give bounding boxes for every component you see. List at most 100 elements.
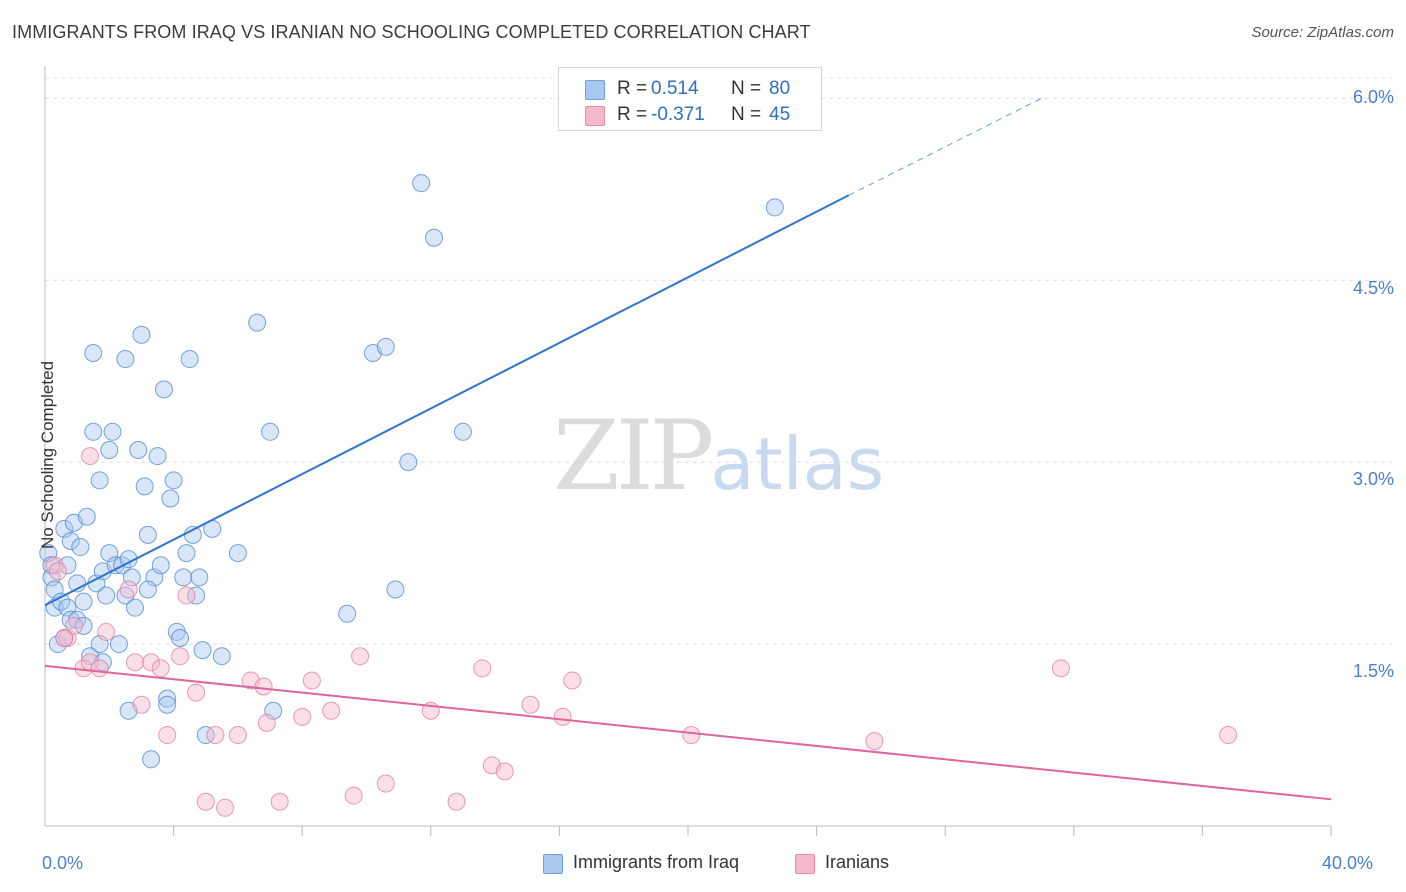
data-point-iraq: [161, 489, 180, 508]
data-point-iranians: [48, 562, 67, 581]
y-tick-label: 4.5%: [1352, 278, 1394, 298]
data-point-iranians: [563, 671, 582, 690]
data-point-iraq: [142, 750, 161, 769]
data-point-iraq: [248, 313, 267, 332]
data-point-iranians: [228, 726, 247, 745]
y-tick-label: 3.0%: [1352, 469, 1394, 489]
data-point-iranians: [55, 629, 74, 647]
data-point-iraq: [74, 592, 93, 611]
data-point-iranians: [171, 647, 190, 666]
data-point-iraq: [453, 422, 472, 441]
data-point-iraq: [399, 453, 418, 472]
data-point-iranians: [257, 713, 276, 732]
data-point-iranians: [553, 707, 572, 726]
data-point-iranians: [81, 447, 100, 466]
data-point-iranians: [1219, 726, 1238, 745]
legend-r-label: R =: [617, 104, 648, 125]
data-point-iraq: [180, 350, 199, 369]
data-point-iranians: [270, 792, 289, 811]
legend-n-value: 45: [769, 104, 791, 125]
data-point-iraq: [148, 447, 167, 466]
data-point-iranians: [177, 586, 196, 605]
data-point-iranians: [293, 707, 312, 726]
data-point-iraq: [58, 556, 77, 575]
data-point-iranians: [521, 695, 540, 714]
data-point-iranians: [302, 671, 321, 690]
data-point-iranians: [90, 659, 109, 678]
legend-label-iranians: Iranians: [825, 852, 890, 872]
data-point-iranians: [1051, 659, 1070, 678]
data-point-iranians: [254, 677, 273, 696]
data-point-iranians: [495, 762, 514, 781]
data-point-iraq: [71, 538, 90, 557]
data-point-iraq: [171, 629, 190, 647]
legend-swatch-iranians: [795, 854, 815, 874]
data-point-iranians: [126, 653, 145, 672]
y-tick-label: 6.0%: [1352, 87, 1394, 107]
legend-swatch-iranians: [585, 106, 605, 126]
data-point-iraq: [190, 568, 209, 587]
watermark: ZIPatlas: [553, 400, 884, 512]
data-point-iraq: [386, 580, 405, 599]
data-point-iraq: [261, 422, 280, 441]
y-tick-label: 1.5%: [1352, 661, 1394, 681]
data-point-iranians: [216, 798, 235, 817]
y-axis-label: No Schooling Completed: [38, 360, 57, 550]
trendline-iranians: [44, 664, 1332, 801]
chart-title: IMMIGRANTS FROM IRAQ VS IRANIAN NO SCHOO…: [12, 22, 811, 42]
legend-swatch-iraq: [585, 80, 605, 100]
legend-r-value: -0.371: [651, 104, 705, 125]
data-point-iraq: [61, 531, 80, 550]
data-point-iraq: [158, 695, 177, 714]
data-point-iraq: [129, 441, 148, 459]
data-point-iraq: [338, 604, 357, 623]
correlation-legend: R = 0.514 N = 80 R = -0.371 N = 45: [558, 67, 822, 131]
data-point-iraq: [151, 556, 170, 575]
data-point-iranians: [151, 659, 170, 678]
data-point-iraq: [126, 598, 145, 617]
data-point-iranians: [187, 683, 206, 702]
data-point-iraq: [412, 174, 431, 193]
data-point-iranians: [344, 786, 363, 805]
data-point-iraq: [765, 198, 784, 217]
watermark-atlas: atlas: [710, 422, 885, 506]
data-point-iranians: [865, 732, 884, 751]
data-point-iraq: [187, 586, 206, 605]
legend-r-label: R =: [617, 78, 648, 99]
data-point-iranians: [119, 580, 138, 599]
data-point-iraq: [97, 586, 116, 605]
data-point-iranians: [322, 701, 341, 720]
data-point-iraq: [196, 726, 215, 745]
data-point-iraq: [154, 380, 173, 399]
data-point-iraq: [100, 441, 119, 459]
data-point-iraq: [132, 325, 151, 344]
legend-n-label: N =: [731, 78, 762, 99]
data-point-iraq: [116, 350, 135, 369]
x-tick-label: 40.0%: [1322, 853, 1374, 873]
watermark-zip: ZIP: [553, 400, 714, 512]
data-point-iraq: [425, 228, 444, 247]
source-label: Source: ZipAtlas.com: [1251, 24, 1394, 41]
data-point-iraq: [103, 422, 122, 441]
trendline-iraq: [44, 194, 850, 607]
data-point-iraq: [228, 544, 247, 563]
x-tick-label: 0.0%: [42, 853, 84, 873]
data-point-iraq: [58, 598, 77, 617]
legend-n-value: 80: [769, 78, 791, 99]
data-point-iraq: [164, 471, 183, 490]
data-point-iranians: [64, 616, 83, 635]
data-point-iraq: [138, 525, 157, 544]
data-point-iranians: [473, 659, 492, 678]
data-point-iranians: [376, 774, 395, 793]
data-point-iraq: [122, 568, 141, 587]
data-point-iranians: [132, 695, 151, 714]
data-point-iraq: [109, 635, 128, 654]
data-point-iraq: [84, 422, 103, 441]
data-point-iraq: [74, 616, 93, 635]
data-point-iraq: [174, 568, 193, 587]
data-point-iranians: [351, 647, 370, 666]
data-point-iranians: [158, 726, 177, 745]
data-point-iraq: [158, 689, 177, 708]
legend-n-label: N =: [731, 104, 762, 125]
